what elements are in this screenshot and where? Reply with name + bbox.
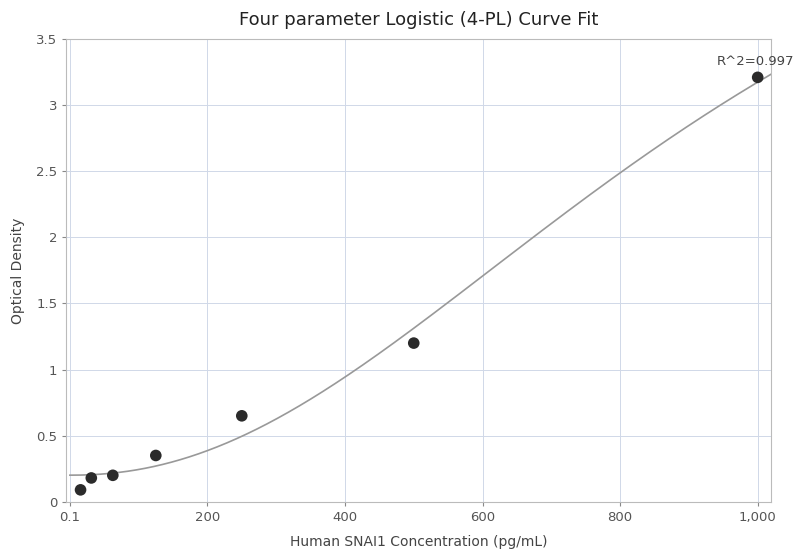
Text: R^2=0.997: R^2=0.997 — [716, 55, 794, 68]
Point — [149, 451, 162, 460]
Point — [85, 473, 98, 482]
Point — [106, 471, 119, 480]
Y-axis label: Optical Density: Optical Density — [11, 217, 25, 324]
Point — [407, 339, 420, 348]
Point — [751, 73, 764, 82]
Point — [235, 412, 248, 421]
Title: Four parameter Logistic (4-PL) Curve Fit: Four parameter Logistic (4-PL) Curve Fit — [239, 11, 599, 29]
X-axis label: Human SNAI1 Concentration (pg/mL): Human SNAI1 Concentration (pg/mL) — [290, 535, 547, 549]
Point — [74, 486, 87, 494]
